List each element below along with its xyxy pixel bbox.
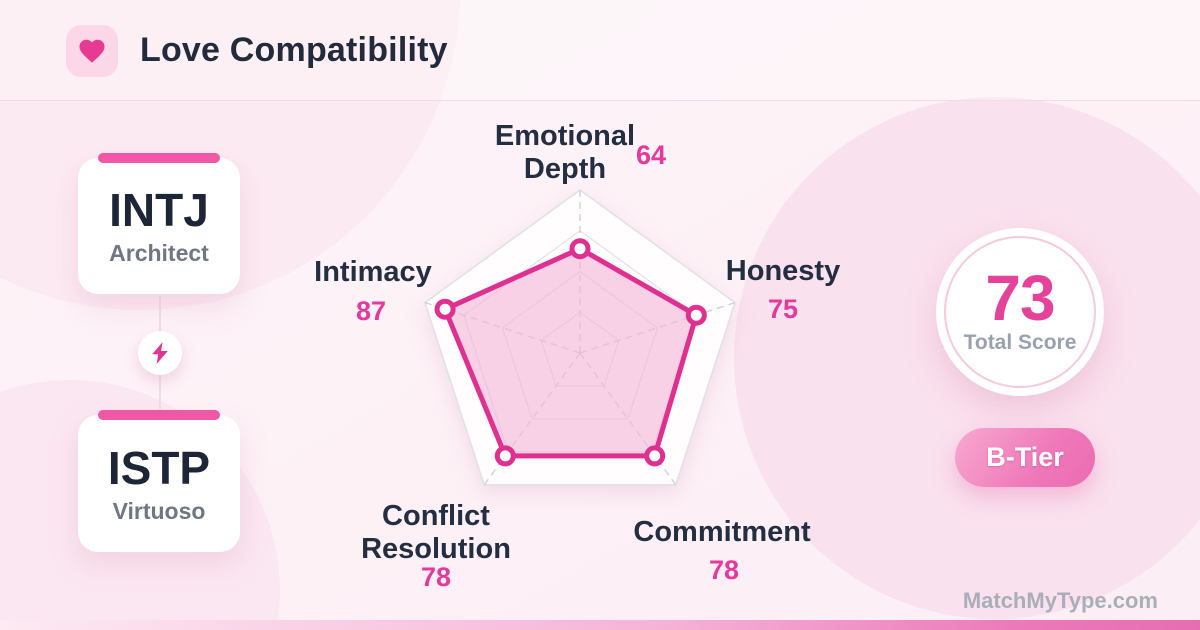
- heart-icon: [79, 39, 105, 63]
- lightning-icon: [152, 342, 168, 364]
- page-title: Love Compatibility: [140, 30, 448, 69]
- radar-chart: [424, 189, 736, 486]
- header: Love Compatibility: [0, 0, 1200, 101]
- axis-value-conflict-resolution: 78: [420, 562, 452, 592]
- total-score-value: 73: [985, 261, 1055, 334]
- axis-value-commitment: 78: [708, 555, 740, 585]
- person-a-card: INTJ Architect: [78, 153, 240, 294]
- person-b-accent-tab: [98, 410, 220, 420]
- person-b-card: ISTP Virtuoso: [78, 410, 240, 552]
- axis-label-conflict-resolution: Conflict Resolution: [361, 500, 511, 566]
- person-a-type: INTJ: [109, 184, 209, 236]
- bottom-accent-bar: [0, 620, 1200, 630]
- watermark: MatchMyType.com: [962, 588, 1158, 613]
- total-score-circle: 73 Total Score: [936, 228, 1104, 396]
- heart-icon-box: [66, 25, 118, 77]
- person-b-type: ISTP: [107, 441, 211, 494]
- person-b-nickname: Virtuoso: [112, 497, 206, 524]
- person-a-nickname: Architect: [109, 240, 209, 266]
- versus-circle: [138, 331, 182, 375]
- tier-badge: B-Tier: [955, 428, 1095, 487]
- person-a-accent-tab: [98, 153, 220, 163]
- total-score-label: Total Score: [963, 331, 1077, 355]
